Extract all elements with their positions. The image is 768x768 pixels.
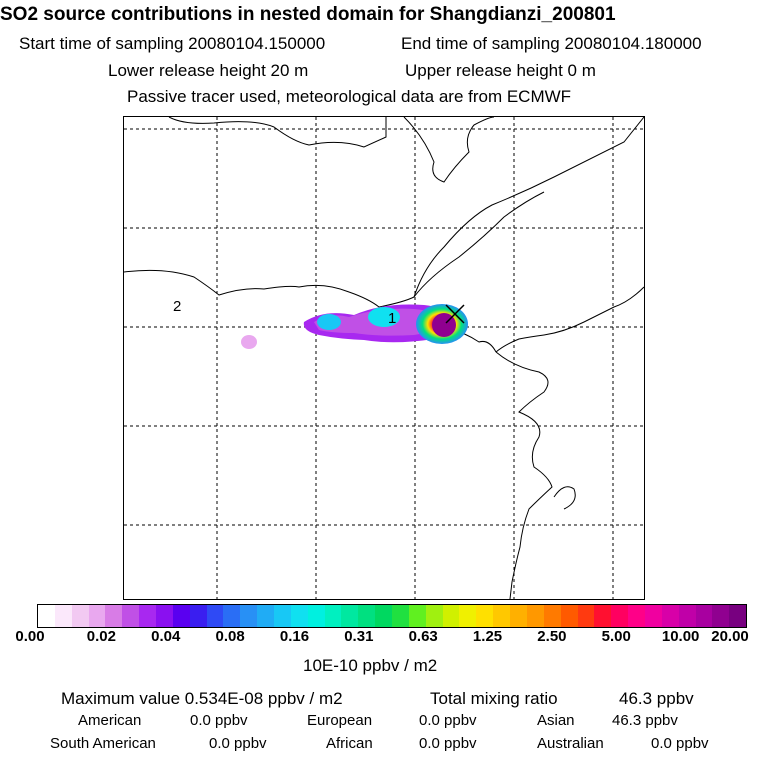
plume-core-west [317, 314, 341, 330]
colorbar-swatch [257, 605, 275, 627]
colorbar-swatch [54, 605, 72, 627]
end-time-label: End time of sampling 20080104.180000 [401, 34, 702, 53]
small-plume-patch [241, 335, 257, 349]
colorbar-swatch [324, 605, 342, 627]
colorbar-swatch [240, 605, 258, 627]
colorbar-swatch [71, 605, 89, 627]
colorbar-unit: 10E-10 ppbv / m2 [303, 656, 438, 675]
upper-release-label: Upper release height 0 m [405, 61, 596, 80]
chart-title: SO2 source contributions in nested domai… [0, 4, 616, 25]
map-canvas: 1 2 [124, 117, 644, 599]
colorbar-tick-label: 5.00 [601, 628, 631, 645]
colorbar-swatch [341, 605, 359, 627]
colorbar-swatch [172, 605, 190, 627]
colorbar-swatch [425, 605, 443, 627]
colorbar-tick-label: 0.08 [215, 628, 245, 645]
european-label: European [307, 712, 373, 729]
african-label: African [326, 735, 373, 752]
colorbar-swatch [611, 605, 629, 627]
colorbar-swatch [290, 605, 308, 627]
asian-label: Asian [537, 712, 575, 729]
colorbar-swatch [510, 605, 527, 627]
boundaries [124, 117, 644, 599]
receptor-marker [445, 304, 465, 324]
colorbar-tick-label: 10.00 [661, 628, 700, 645]
american-label: American [78, 712, 142, 729]
colorbar-swatch [206, 605, 224, 627]
colorbar-tick-label: 1.25 [472, 628, 503, 645]
australian-value: 0.0 ppbv [651, 735, 709, 752]
map-label-2: 2 [173, 298, 181, 315]
colorbar-swatch [594, 605, 612, 627]
plume [241, 304, 468, 349]
colorbar-swatch [543, 605, 561, 627]
colorbar-swatch [307, 605, 325, 627]
plume-core-center [368, 307, 400, 327]
colorbar-tick-label: 2.50 [537, 628, 567, 645]
colorbar-swatch [577, 605, 595, 627]
tracer-label: Passive tracer used, meteorological data… [127, 87, 572, 106]
colorbar-swatch [139, 605, 157, 627]
map-label-1: 1 [388, 310, 396, 327]
colorbar-tick-label: 0.00 [15, 628, 45, 645]
colorbar-swatch [526, 605, 544, 627]
colorbar-swatch [358, 605, 376, 627]
south-american-label: South American [50, 735, 156, 752]
colorbar-swatch [560, 605, 578, 627]
total-mixing-value: 46.3 ppbv [619, 689, 694, 708]
colorbar-swatch [156, 605, 173, 627]
colorbar-tick-label: 0.16 [279, 628, 310, 645]
total-mixing-label: Total mixing ratio [430, 689, 558, 708]
colorbar-swatch [712, 605, 730, 627]
colorbar-swatch [695, 605, 713, 627]
south-american-value: 0.0 ppbv [209, 735, 267, 752]
colorbar-tick-label: 0.04 [151, 628, 181, 645]
australian-label: Australian [537, 735, 604, 752]
colorbar-swatch [274, 605, 291, 627]
colorbar-swatch [189, 605, 207, 627]
map-panel: 1 2 [123, 116, 645, 600]
colorbar-swatch [442, 605, 460, 627]
european-value: 0.0 ppbv [419, 712, 477, 729]
colorbar-swatch [122, 605, 140, 627]
colorbar-swatch [38, 605, 55, 627]
colorbar-swatch [88, 605, 106, 627]
colorbar-swatch [476, 605, 494, 627]
lower-release-label: Lower release height 20 m [108, 61, 309, 80]
colorbar [37, 604, 747, 628]
colorbar-tick-label: 0.31 [344, 628, 374, 645]
colorbar-swatch [493, 605, 511, 627]
maximum-value: Maximum value 0.534E-08 ppbv / m2 [61, 689, 343, 708]
colorbar-swatch [392, 605, 409, 627]
colorbar-swatch [644, 605, 662, 627]
grid-lines [124, 117, 644, 599]
colorbar-swatch [661, 605, 679, 627]
colorbar-swatch [459, 605, 477, 627]
colorbar-swatch [105, 605, 123, 627]
colorbar-tick-label: 0.02 [86, 628, 116, 645]
african-value: 0.0 ppbv [419, 735, 477, 752]
colorbar-swatch [223, 605, 241, 627]
asian-value: 46.3 ppbv [612, 712, 678, 729]
colorbar-swatch [678, 605, 696, 627]
colorbar-swatch [729, 605, 747, 627]
colorbar-tick-label: 20.00 [711, 628, 749, 645]
colorbar-swatch [628, 605, 645, 627]
colorbar-swatch [408, 605, 426, 627]
colorbar-swatch [375, 605, 393, 627]
colorbar-tick-label: 0.63 [408, 628, 438, 645]
american-value: 0.0 ppbv [190, 712, 248, 729]
start-time-label: Start time of sampling 20080104.150000 [19, 34, 326, 53]
